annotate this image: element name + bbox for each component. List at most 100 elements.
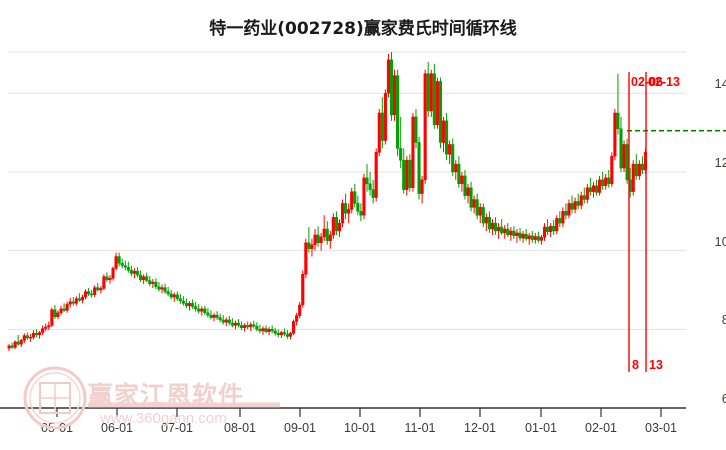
candle-body — [588, 187, 592, 192]
candle-body — [414, 116, 418, 143]
candle-body — [579, 195, 583, 206]
candle-body — [533, 236, 537, 240]
candle-body — [105, 276, 109, 281]
candle-body — [181, 300, 185, 304]
page-title: 特一药业(002728)赢家费氏时间循环线 — [209, 19, 517, 39]
candle-body — [175, 294, 179, 299]
candle-body — [10, 345, 14, 348]
x-axis-tick-label: 09-01 — [284, 421, 316, 435]
candle-body — [243, 325, 247, 329]
candle-body — [377, 112, 381, 153]
candle-body — [129, 270, 133, 274]
x-axis-tick-label: 02-01 — [585, 421, 617, 435]
candle-body — [613, 112, 617, 157]
candle-body — [135, 270, 140, 276]
candle-body — [276, 333, 280, 336]
candle-body — [374, 152, 378, 198]
cycle-number-label: 8 — [632, 358, 639, 372]
candle-body — [322, 228, 326, 238]
y-axis-tick-label: 14 — [714, 76, 726, 92]
candle-body — [13, 341, 17, 348]
candle-body — [273, 330, 277, 334]
candle-body — [536, 236, 540, 241]
candle-body — [99, 288, 103, 291]
candle-body — [411, 116, 415, 188]
candle-body — [218, 317, 222, 321]
candle-body — [631, 163, 635, 192]
candle-body — [490, 222, 495, 230]
candle-body — [530, 235, 534, 240]
x-axis-tick-label: 06-01 — [101, 421, 133, 435]
candle-body — [573, 201, 577, 210]
y-axis-tick-label: 8 — [721, 312, 726, 328]
candle-body — [304, 242, 308, 275]
candle-body — [77, 298, 81, 301]
candle-body — [383, 93, 387, 141]
candle-body — [594, 185, 599, 193]
candle-body — [233, 322, 237, 326]
candle-body — [371, 189, 375, 198]
candle-body — [301, 274, 305, 306]
candle-body — [19, 340, 23, 345]
candle-body — [255, 325, 259, 330]
candle-body — [90, 293, 94, 296]
candle-body — [25, 335, 29, 339]
candle-body — [145, 276, 149, 281]
candle-body — [292, 321, 296, 334]
candle-body — [157, 286, 161, 290]
candle-body — [493, 222, 498, 232]
candle-body — [209, 314, 213, 318]
candle-body — [637, 163, 641, 177]
candle-body — [221, 319, 225, 323]
candle-body — [264, 328, 268, 332]
candle-body — [53, 309, 57, 317]
candle-body — [604, 177, 608, 186]
candle-body — [601, 179, 605, 186]
candle-body — [503, 228, 507, 234]
candle-body — [460, 175, 464, 185]
candle-body — [44, 326, 48, 329]
candle-body — [457, 163, 461, 185]
candle-body — [582, 195, 586, 200]
candle-body — [319, 236, 323, 244]
candle-body — [365, 177, 369, 185]
candle-body — [151, 281, 155, 284]
candle-body — [148, 280, 152, 284]
cycle-number-label: 13 — [649, 358, 663, 372]
candle-body — [246, 325, 250, 328]
candle-body — [607, 177, 611, 185]
candle-body — [258, 329, 262, 332]
candle-body — [524, 233, 528, 240]
candle-body — [481, 207, 485, 224]
candle-body — [396, 75, 400, 149]
candle-body — [389, 59, 394, 116]
candle-body — [353, 191, 357, 204]
candle-body — [451, 144, 455, 173]
candle-body — [240, 325, 244, 329]
candle-body — [298, 304, 302, 316]
candle-body — [515, 232, 519, 236]
x-axis-tick-label: 07-01 — [161, 421, 193, 435]
candle-body — [80, 296, 84, 301]
candle-body — [7, 345, 11, 349]
candle-body — [316, 234, 320, 244]
x-axis-tick-label: 05-01 — [41, 421, 73, 435]
candle-body — [549, 226, 553, 233]
candle-body — [41, 328, 45, 333]
x-axis-tick-label: 03-01 — [645, 421, 677, 435]
candle-body — [267, 329, 271, 332]
candle-body — [154, 281, 158, 288]
candle-body — [197, 308, 201, 312]
candle-body — [68, 301, 72, 305]
y-axis-tick-label: 10 — [714, 233, 726, 249]
candle-body — [497, 226, 501, 232]
candle-body — [429, 73, 433, 112]
candle-body — [166, 291, 170, 295]
candle-body — [31, 333, 36, 338]
candle-body — [610, 155, 614, 185]
candle-body — [561, 211, 565, 224]
candle-body — [227, 319, 231, 324]
candle-body — [576, 201, 580, 206]
candle-body — [558, 218, 562, 224]
